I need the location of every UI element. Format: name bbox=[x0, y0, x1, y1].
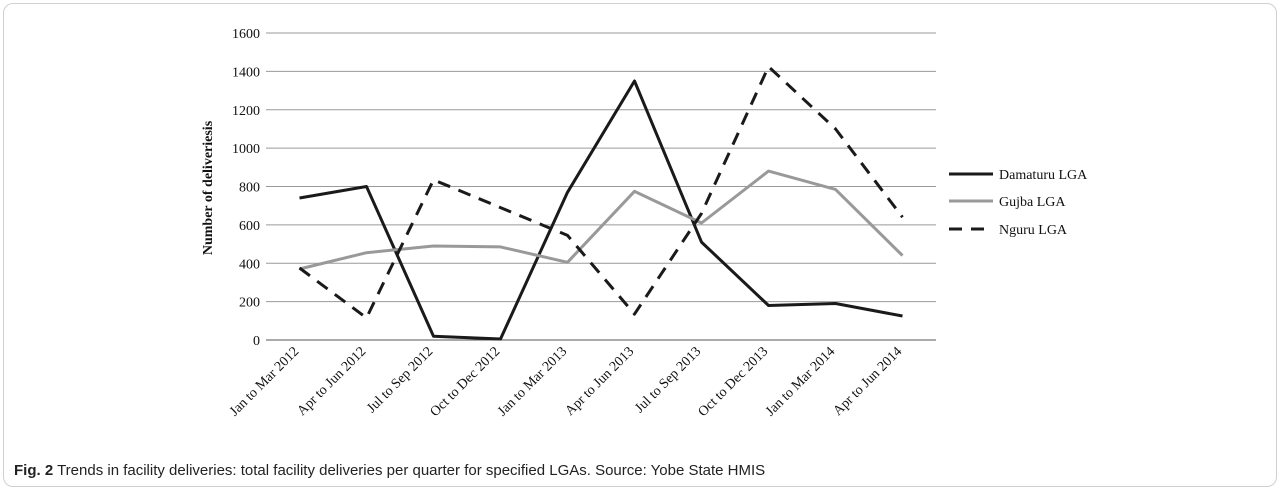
series-lines bbox=[298, 65, 904, 341]
series-line-nguru-lga bbox=[298, 65, 904, 320]
x-tick-label: Oct to Dec 2012 bbox=[428, 344, 504, 420]
x-tick-label: Oct to Dec 2013 bbox=[696, 344, 772, 420]
x-tick-label: Jul to Sep 2013 bbox=[632, 344, 704, 416]
x-tick-label: Apr to Jun 2013 bbox=[563, 344, 638, 419]
y-tick-label: 600 bbox=[239, 219, 260, 234]
y-axis-title: Number of deliveriesis bbox=[201, 120, 216, 255]
y-tick-label: 1200 bbox=[232, 104, 260, 119]
y-tick-label: 0 bbox=[253, 334, 260, 349]
y-tick-label: 200 bbox=[239, 296, 260, 311]
x-tick-label: Apr to Jun 2012 bbox=[295, 344, 370, 419]
legend: Damaturu LGA Gujba LGA Nguru LGA bbox=[949, 168, 1088, 238]
caption-label: Fig. 2 bbox=[14, 462, 54, 479]
x-tick-label: Jul to Sep 2012 bbox=[364, 344, 436, 416]
x-tick-label: Jan to Mar 2012 bbox=[227, 344, 302, 419]
y-axis-ticks: 0 200 400 600 800 1000 1200 1400 1600 bbox=[232, 27, 260, 349]
figure-caption: Fig. 2 Trends in facility deliveries: to… bbox=[14, 462, 765, 479]
x-tick-label: Apr to Jun 2014 bbox=[831, 344, 906, 419]
gridlines bbox=[266, 32, 936, 341]
legend-label: Damaturu LGA bbox=[999, 168, 1088, 183]
y-tick-label: 400 bbox=[239, 257, 260, 272]
y-tick-label: 1600 bbox=[232, 27, 260, 42]
series-line-gujba-lga bbox=[299, 169, 904, 271]
x-tick-label: Jan to Mar 2013 bbox=[495, 344, 570, 419]
y-tick-label: 1000 bbox=[232, 142, 260, 157]
series-line-damaturu-lga bbox=[299, 79, 903, 341]
legend-label: Gujba LGA bbox=[999, 195, 1066, 210]
legend-label: Nguru LGA bbox=[999, 223, 1068, 238]
y-tick-label: 800 bbox=[239, 181, 260, 196]
x-tick-label: Jan to Mar 2014 bbox=[763, 344, 838, 419]
figure-frame bbox=[3, 3, 1277, 487]
y-tick-label: 1400 bbox=[232, 65, 260, 80]
caption-text: Trends in facility deliveries: total fac… bbox=[57, 462, 766, 479]
